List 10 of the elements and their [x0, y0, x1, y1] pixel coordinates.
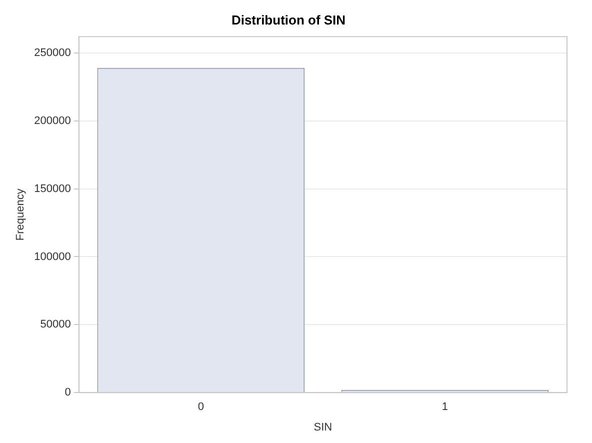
y-tick-label: 100000	[34, 250, 71, 263]
x-axis-title: SIN	[314, 421, 332, 434]
y-tick-label: 150000	[34, 182, 71, 195]
y-tick-label: 200000	[34, 114, 71, 127]
y-axis-title: Frequency	[14, 188, 27, 241]
chart-title: Distribution of SIN	[231, 12, 346, 28]
y-tick-label: 250000	[34, 46, 71, 59]
y-tick-label: 50000	[40, 318, 71, 331]
x-tick-label: 1	[442, 401, 448, 414]
y-tick-label: 0	[64, 386, 71, 399]
